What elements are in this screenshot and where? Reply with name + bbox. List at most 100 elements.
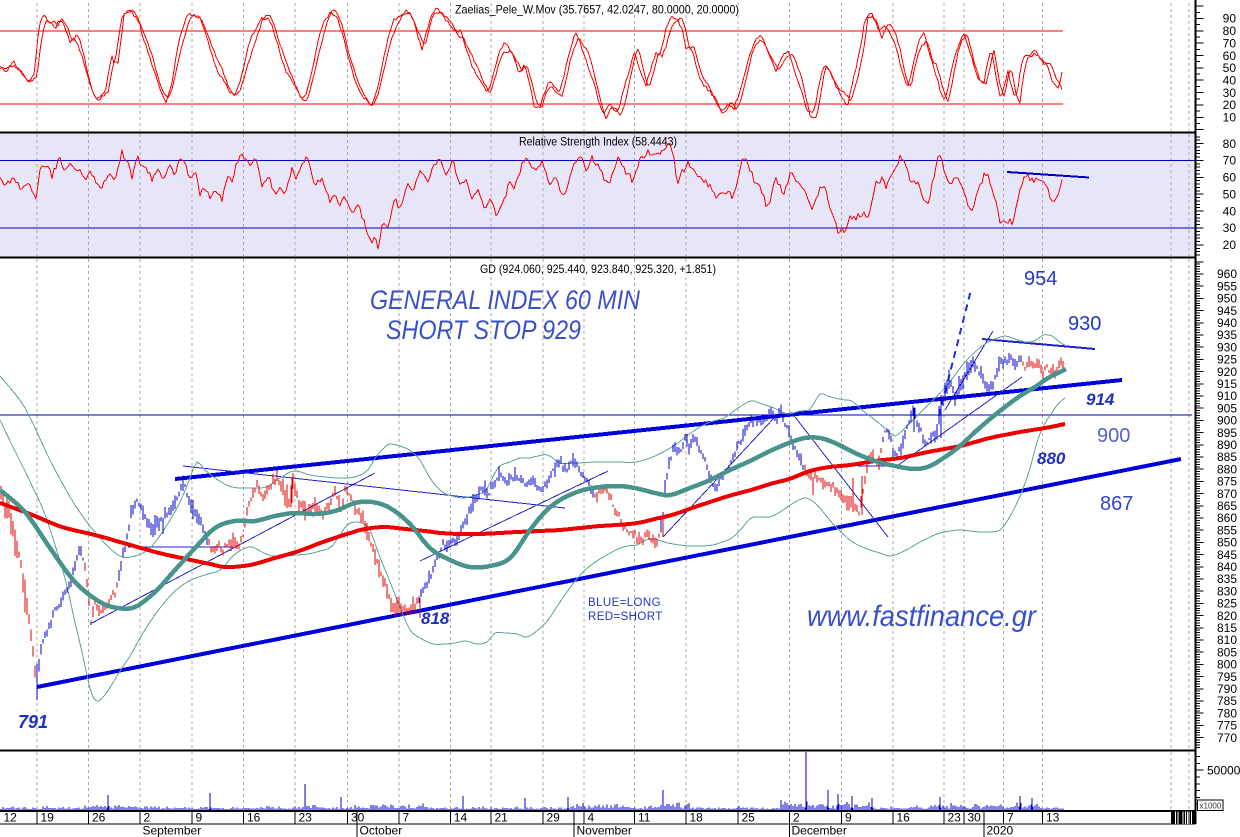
svg-text:855: 855 xyxy=(1217,523,1237,537)
svg-text:21: 21 xyxy=(495,811,509,825)
svg-text:915: 915 xyxy=(1217,377,1237,391)
svg-text:845: 845 xyxy=(1217,548,1237,562)
svg-text:50000: 50000 xyxy=(1207,763,1240,777)
svg-text:16: 16 xyxy=(897,811,911,825)
svg-text:818: 818 xyxy=(421,609,450,628)
svg-text:860: 860 xyxy=(1217,511,1237,525)
svg-text:40: 40 xyxy=(1223,74,1237,88)
svg-text:955: 955 xyxy=(1217,279,1237,293)
svg-text:790: 790 xyxy=(1217,682,1237,696)
svg-text:835: 835 xyxy=(1217,572,1237,586)
svg-text:825: 825 xyxy=(1217,597,1237,611)
svg-text:25: 25 xyxy=(742,811,756,825)
svg-text:800: 800 xyxy=(1217,658,1237,672)
svg-text:www.fastfinance.gr: www.fastfinance.gr xyxy=(807,600,1037,633)
svg-text:850: 850 xyxy=(1217,536,1237,550)
svg-text:60: 60 xyxy=(1223,171,1237,185)
svg-text:23: 23 xyxy=(299,811,313,825)
svg-text:7: 7 xyxy=(403,811,410,825)
svg-text:895: 895 xyxy=(1217,426,1237,440)
svg-text:September: September xyxy=(143,824,202,837)
svg-text:785: 785 xyxy=(1217,694,1237,708)
svg-text:13: 13 xyxy=(1046,811,1060,825)
svg-text:10: 10 xyxy=(1223,111,1237,125)
svg-text:900: 900 xyxy=(1217,414,1237,428)
svg-text:20: 20 xyxy=(1223,98,1237,112)
svg-text:18: 18 xyxy=(690,811,704,825)
svg-text:70: 70 xyxy=(1223,154,1237,168)
svg-text:950: 950 xyxy=(1217,292,1237,306)
svg-text:December: December xyxy=(792,824,847,837)
svg-text:880: 880 xyxy=(1217,462,1237,476)
svg-text:770: 770 xyxy=(1217,731,1237,745)
svg-text:50: 50 xyxy=(1223,187,1237,201)
svg-text:26: 26 xyxy=(92,811,106,825)
svg-text:2: 2 xyxy=(144,811,151,825)
svg-text:40: 40 xyxy=(1223,204,1237,218)
svg-text:30: 30 xyxy=(351,811,365,825)
svg-text:BLUE=LONG: BLUE=LONG xyxy=(588,597,661,609)
svg-text:815: 815 xyxy=(1217,621,1237,635)
svg-text:930: 930 xyxy=(1068,313,1101,335)
svg-text:80: 80 xyxy=(1223,24,1237,38)
svg-text:60: 60 xyxy=(1223,49,1237,63)
svg-text:875: 875 xyxy=(1217,475,1237,489)
svg-text:30: 30 xyxy=(968,811,982,825)
svg-text:940: 940 xyxy=(1217,316,1237,330)
svg-text:900: 900 xyxy=(1097,425,1130,447)
svg-text:RED=SHORT: RED=SHORT xyxy=(588,611,663,623)
svg-text:11: 11 xyxy=(638,811,651,825)
svg-text:GENERAL INDEX 60 MIN: GENERAL INDEX 60 MIN xyxy=(370,285,640,315)
svg-text:885: 885 xyxy=(1217,450,1237,464)
svg-text:SHORT STOP 929: SHORT STOP 929 xyxy=(386,315,581,345)
svg-text:14: 14 xyxy=(454,811,468,825)
svg-text:840: 840 xyxy=(1217,560,1237,574)
svg-text:20: 20 xyxy=(1223,238,1237,252)
svg-text:4: 4 xyxy=(588,811,595,825)
svg-text:29: 29 xyxy=(547,811,561,825)
svg-text:880: 880 xyxy=(1037,449,1066,468)
svg-text:905: 905 xyxy=(1217,401,1237,415)
svg-text:9: 9 xyxy=(845,811,852,825)
svg-text:780: 780 xyxy=(1217,706,1237,720)
svg-text:791: 791 xyxy=(18,712,48,732)
svg-text:805: 805 xyxy=(1217,645,1237,659)
svg-text:70: 70 xyxy=(1223,36,1237,50)
svg-text:30: 30 xyxy=(1223,221,1237,235)
svg-text:870: 870 xyxy=(1217,487,1237,501)
svg-text:23: 23 xyxy=(948,811,962,825)
svg-text:x1000: x1000 xyxy=(1200,802,1222,811)
svg-text:820: 820 xyxy=(1217,609,1237,623)
svg-text:830: 830 xyxy=(1217,584,1237,598)
svg-text:930: 930 xyxy=(1217,340,1237,354)
svg-text:954: 954 xyxy=(1024,268,1057,290)
svg-text:2: 2 xyxy=(793,811,800,825)
svg-text:914: 914 xyxy=(1086,390,1115,409)
svg-text:810: 810 xyxy=(1217,633,1237,647)
svg-text:90: 90 xyxy=(1223,12,1237,26)
svg-text:50: 50 xyxy=(1223,61,1237,75)
svg-text:795: 795 xyxy=(1217,670,1237,684)
svg-text:30: 30 xyxy=(1223,86,1237,100)
svg-text:910: 910 xyxy=(1217,389,1237,403)
svg-text:945: 945 xyxy=(1217,304,1237,318)
svg-text:960: 960 xyxy=(1217,267,1237,281)
svg-text:16: 16 xyxy=(247,811,261,825)
svg-text:865: 865 xyxy=(1217,499,1237,513)
svg-text:80: 80 xyxy=(1223,137,1237,151)
svg-text:9: 9 xyxy=(196,811,203,825)
svg-text:925: 925 xyxy=(1217,353,1237,367)
svg-text:GD (924.060, 925.440, 923.840,: GD (924.060, 925.440, 923.840, 925.320, … xyxy=(480,263,716,276)
svg-text:Zaelias_Pele_W.Mov (35.7657, 4: Zaelias_Pele_W.Mov (35.7657, 42.0247, 80… xyxy=(455,3,739,16)
svg-text:Relative Strength Index (58.44: Relative Strength Index (58.4443) xyxy=(519,137,677,149)
svg-text:November: November xyxy=(577,824,632,837)
svg-text:867: 867 xyxy=(1100,493,1133,515)
svg-text:920: 920 xyxy=(1217,365,1237,379)
svg-text:2020: 2020 xyxy=(987,824,1014,837)
svg-text:12: 12 xyxy=(4,811,18,825)
svg-text:890: 890 xyxy=(1217,438,1237,452)
svg-text:935: 935 xyxy=(1217,328,1237,342)
svg-text:October: October xyxy=(360,824,403,837)
svg-text:775: 775 xyxy=(1217,719,1237,733)
svg-text:19: 19 xyxy=(41,811,55,825)
